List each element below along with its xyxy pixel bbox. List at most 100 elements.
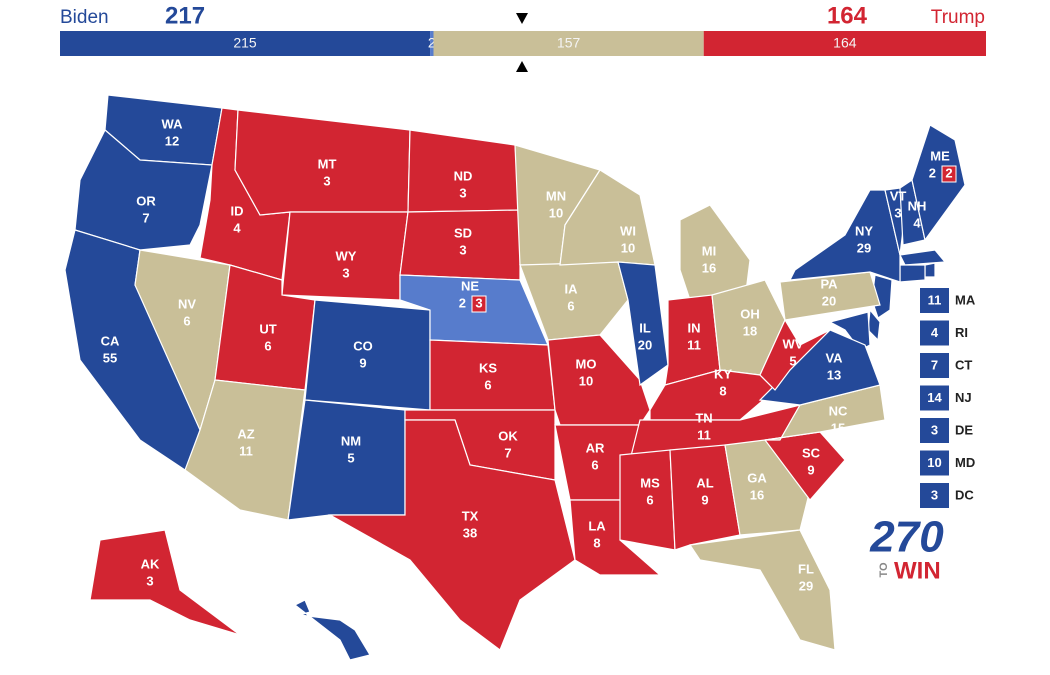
state-votes: 4: [233, 220, 241, 235]
state-shape: [669, 444, 741, 551]
state-votes: 3: [146, 573, 153, 588]
split-box: [941, 165, 957, 183]
state-shape: [617, 261, 669, 387]
state-shape: [184, 379, 306, 521]
bar-segment: [430, 31, 434, 56]
small-state-votes: 7: [931, 357, 938, 372]
state-votes: 4: [913, 215, 921, 230]
bar-segment: [60, 31, 431, 56]
small-state-votes: 3: [931, 487, 938, 502]
small-state-abbr: NJ: [955, 390, 972, 405]
state-votes: 3: [459, 242, 466, 257]
bar-segment-label: 164: [833, 35, 857, 51]
split-box: [471, 295, 487, 313]
state-abbr: OK: [498, 428, 518, 443]
state-votes: 10: [621, 240, 635, 255]
state-abbr: KY: [714, 366, 732, 381]
state-votes: 13: [827, 367, 841, 382]
vote-bar: 215 2 157 164: [60, 31, 986, 56]
state-abbr: VA: [825, 350, 843, 365]
state-votes: 11: [697, 427, 711, 442]
logo-to: TO: [878, 562, 890, 578]
state-abbr: MO: [576, 356, 597, 371]
small-state-box: [920, 418, 949, 443]
state-abbr: UT: [259, 321, 276, 336]
majority-marker-top: [516, 13, 528, 24]
state-votes: 9: [701, 492, 708, 507]
state-votes: 4: [318, 647, 326, 662]
state-shape: [899, 249, 947, 266]
state-abbr: AZ: [237, 426, 254, 441]
state-abbr: NV: [178, 296, 196, 311]
bar-segment: [703, 31, 986, 56]
state-shape: [547, 334, 651, 426]
small-state-abbr: DE: [955, 422, 973, 437]
state-votes: 16: [702, 260, 716, 275]
state-shape: [788, 189, 901, 283]
state-votes: 3: [459, 185, 466, 200]
small-state-abbr: MD: [955, 455, 975, 470]
bar-segment-label: 2: [428, 35, 436, 51]
small-state-abbr: RI: [955, 325, 968, 340]
state-votes: 10: [549, 205, 563, 220]
small-state-abbr: CT: [955, 357, 972, 372]
small-state-votes: 3: [931, 422, 938, 437]
state-abbr: AR: [586, 440, 605, 455]
us-map: [64, 94, 966, 661]
small-state-votes: 10: [927, 455, 941, 470]
state-abbr: SC: [802, 445, 821, 460]
small-state-box: [920, 385, 949, 411]
state-votes: 3: [342, 265, 349, 280]
state-abbr: NM: [341, 433, 361, 448]
left-candidate: Biden: [60, 7, 109, 28]
state-votes: 3: [323, 173, 330, 188]
bar-segment-label: 157: [557, 35, 581, 51]
bar-segment: [433, 31, 704, 56]
split-votes: 3: [475, 295, 482, 310]
state-votes: 18: [743, 323, 757, 338]
state-abbr: TX: [462, 508, 479, 523]
state-votes: 20: [638, 337, 652, 352]
state-abbr: CO: [353, 338, 373, 353]
small-state-votes: 14: [927, 390, 942, 405]
bar-segment-label: 215: [233, 35, 257, 51]
state-votes: 11: [239, 443, 253, 458]
state-abbr: WY: [336, 248, 357, 263]
state-abbr: IA: [565, 281, 579, 296]
small-state-box: [920, 353, 949, 378]
state-shape: [89, 529, 241, 636]
state-abbr: OH: [740, 306, 760, 321]
state-votes: 15: [831, 420, 845, 435]
state-abbr: HI: [316, 630, 329, 645]
state-abbr: IL: [639, 320, 651, 335]
state-abbr: KS: [479, 360, 497, 375]
state-votes: 6: [567, 298, 574, 313]
state-votes: 12: [165, 133, 179, 148]
state-shape: [74, 129, 213, 251]
state-abbr: NC: [829, 403, 848, 418]
state-abbr: MS: [640, 475, 660, 490]
logo-win: WIN: [894, 557, 941, 584]
state-abbr: WI: [620, 223, 636, 238]
state-shape: [304, 299, 431, 411]
state-votes: 9: [807, 462, 814, 477]
majority-marker-bottom: [516, 61, 528, 72]
left-total: 217: [165, 2, 205, 29]
state-shape: [899, 264, 926, 283]
state-votes: 6: [646, 492, 653, 507]
state-abbr: VT: [890, 188, 907, 203]
state-abbr: MT: [318, 156, 337, 171]
state-votes: 29: [857, 240, 871, 255]
small-state-box: [920, 483, 949, 508]
state-votes: 3: [894, 205, 901, 220]
state-abbr: AK: [141, 556, 160, 571]
state-votes: 5: [347, 450, 354, 465]
state-votes: 38: [463, 525, 477, 540]
small-state-votes: 4: [931, 325, 939, 340]
state-abbr: CA: [101, 333, 120, 348]
state-shape: [293, 599, 371, 661]
state-abbr: FL: [798, 561, 814, 576]
state-votes: 2: [929, 165, 936, 180]
state-votes: 55: [103, 350, 117, 365]
